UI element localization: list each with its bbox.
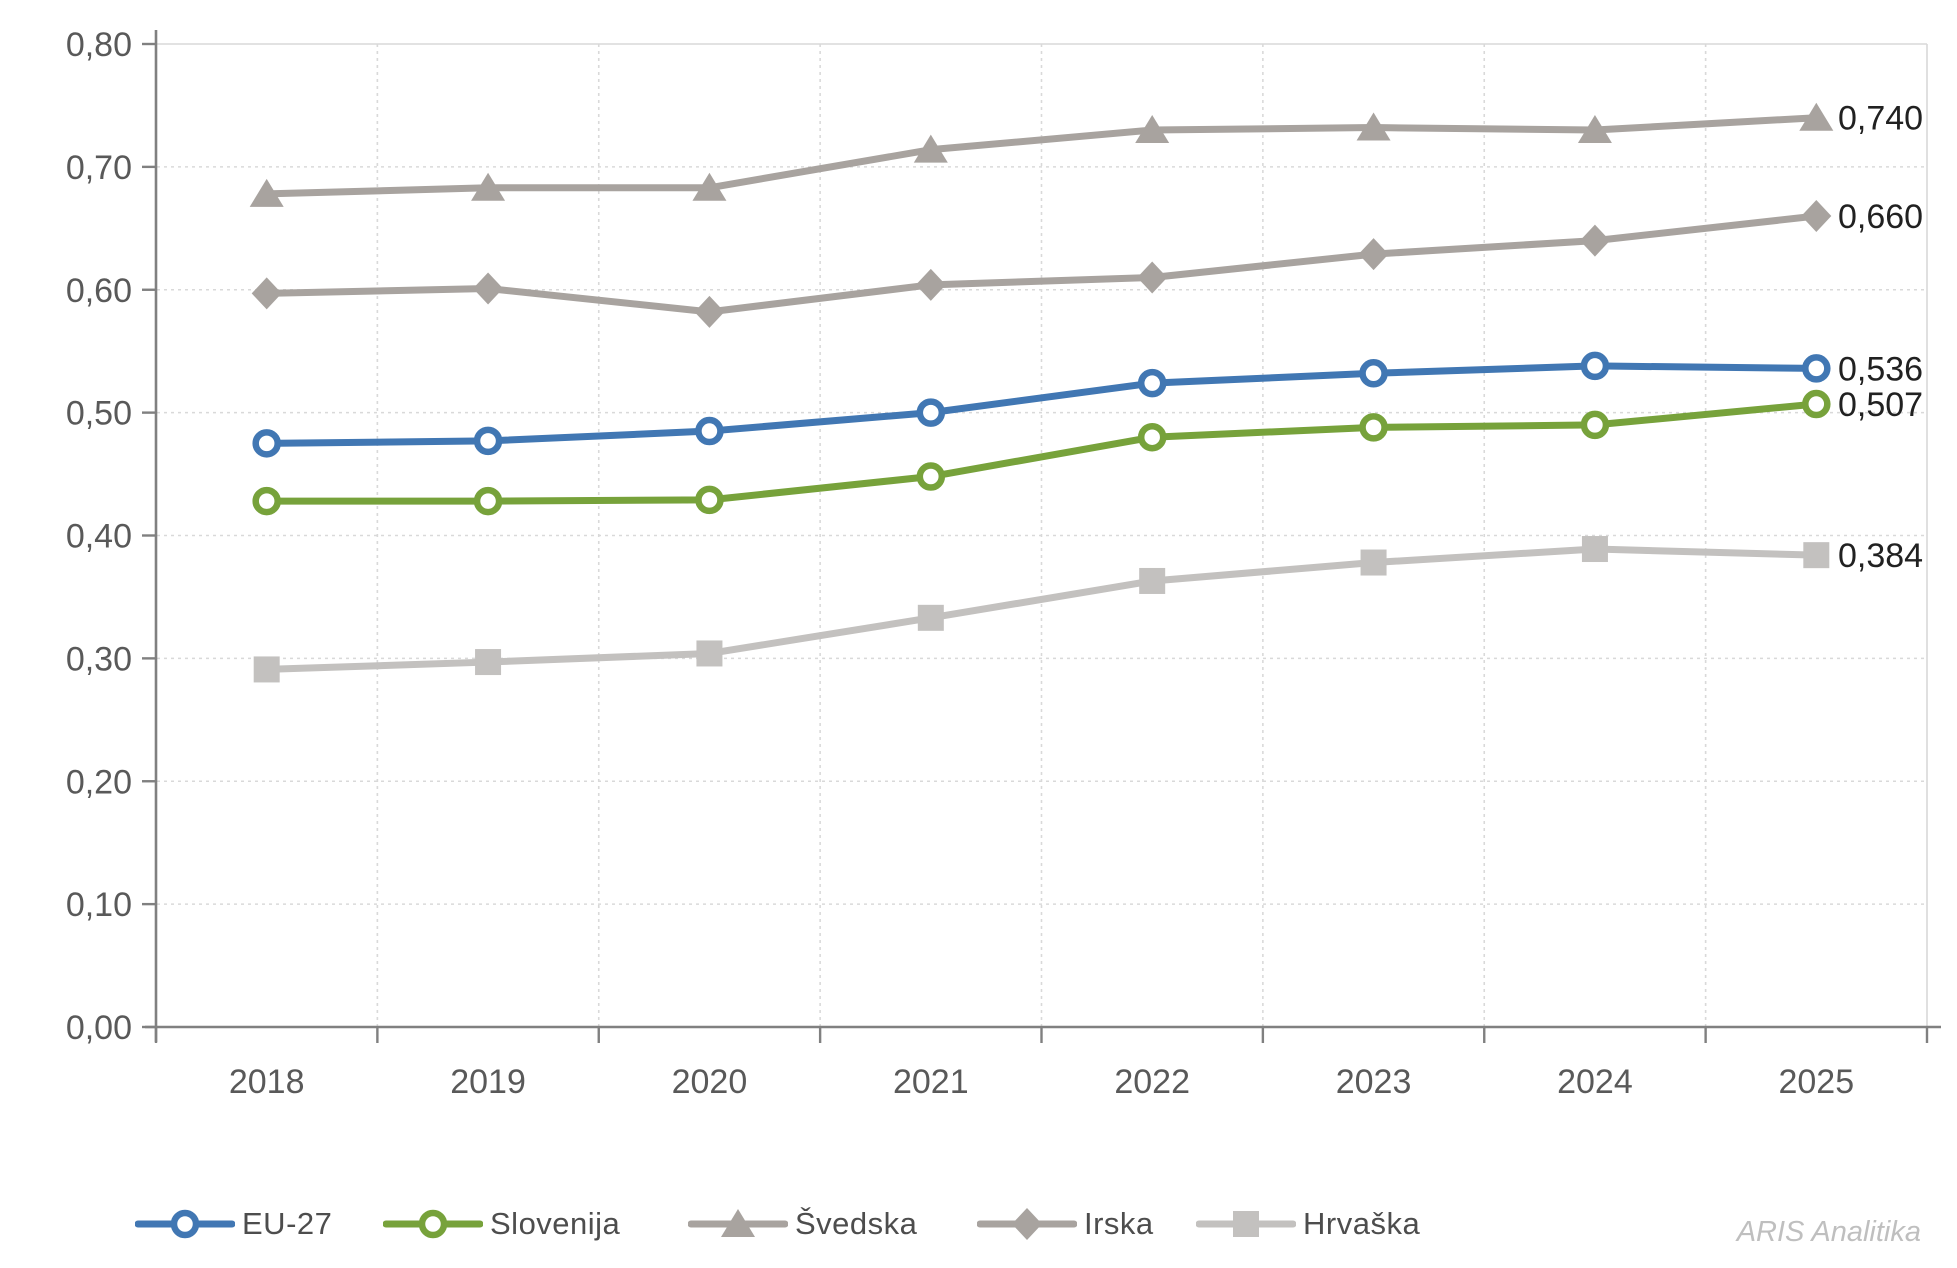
data-point-marker [252,429,281,458]
series-Hrvaška: 0,384 [253,536,1923,683]
data-point-marker [1137,422,1167,452]
data-point-marker [1802,389,1831,419]
data-point-marker [473,486,503,516]
data-point-marker [917,604,944,631]
legend-label: Slovenija [490,1206,621,1241]
data-point-marker [915,268,946,301]
x-tick-label: 2021 [893,1063,969,1101]
data-point-marker [475,649,502,676]
data-point-marker [471,172,506,201]
y-tick-label: 0,10 [66,886,132,924]
x-tick-label: 2025 [1778,1063,1854,1101]
x-tick-label: 2019 [450,1063,526,1101]
legend-label: EU-27 [242,1206,333,1241]
legend-item-EU-27: EU-27 [135,1196,332,1252]
chart-canvas: 0,00 0,10 0,20 0,30 0,40 0,50 0,60 0,70 0,80 2018… [66,26,1941,1101]
x-tick-label: 2022 [1114,1063,1190,1101]
data-point-marker [1358,238,1389,271]
data-point-marker [253,656,280,683]
data-point-marker [1360,549,1387,576]
data-point-marker [1580,351,1610,381]
x-tick-label: 2018 [229,1063,305,1101]
triangle-legend-marker-icon [688,1209,788,1237]
end-value-label: 0,384 [1838,537,1923,575]
data-point-marker [1233,1211,1259,1237]
end-value-label: 0,740 [1838,100,1923,138]
data-point-marker [1802,354,1831,383]
data-point-marker [1803,542,1830,569]
y-tick-label: 0,30 [66,640,132,678]
y-tick-label: 0,40 [66,518,132,556]
square-legend-marker-icon [1196,1211,1296,1237]
data-point-marker [1359,359,1388,388]
data-point-marker [694,295,725,328]
data-point-marker [1012,1208,1042,1240]
legend-item-Švedska: Švedska [688,1196,917,1252]
x-tick-label: 2020 [672,1063,748,1101]
series-Švedska: 0,740 [249,100,1923,207]
data-point-marker [1135,115,1170,144]
data-point-marker [1580,410,1610,440]
legend-label: Irska [1084,1206,1154,1241]
y-tick-label: 0,60 [66,272,132,310]
y-tick-label: 0,50 [66,395,132,433]
y-tick-label: 0,20 [66,763,132,801]
attribution-text: ARIS Analitika [1736,1216,1921,1248]
data-point-marker [1577,115,1612,144]
data-point-marker [916,462,946,491]
legend-item-Irska: Irska [977,1196,1154,1252]
legend-label: Švedska [795,1206,918,1241]
legend-item-Slovenija: Slovenija [383,1196,620,1252]
data-point-marker [1359,413,1388,442]
legend-label: Hrvaška [1303,1206,1421,1241]
series-line [263,114,1820,198]
series-Slovenija: 0,507 [252,386,1923,516]
data-point-marker [695,416,724,446]
data-point-marker [473,426,503,456]
data-point-marker [1579,224,1610,257]
y-tick-label: 0,00 [66,1009,132,1047]
data-point-marker [418,1209,448,1239]
data-point-marker [249,178,284,207]
data-point-marker [696,640,723,667]
data-point-marker [1139,567,1166,594]
data-point-marker [1137,261,1168,294]
data-point-marker [252,486,281,516]
series-line [263,545,1820,673]
x-tick-label: 2024 [1557,1063,1633,1101]
end-value-label: 0,507 [1838,386,1923,424]
data-point-marker [916,398,946,427]
data-point-marker [251,277,282,310]
data-point-marker [1581,536,1608,563]
legend-item-Hrvaška: Hrvaška [1196,1196,1420,1252]
circle-open-legend-marker-icon [383,1209,483,1239]
diamond-legend-marker-icon [977,1208,1077,1240]
data-point-marker [1801,200,1832,233]
data-point-marker [473,272,504,305]
data-point-marker [1799,102,1834,131]
x-tick-label: 2023 [1336,1063,1412,1101]
data-point-marker [692,172,727,201]
series-EU-27: 0,536 [252,350,1923,458]
end-value-label: 0,536 [1838,350,1923,388]
series-Irska: 0,660 [251,198,1923,328]
data-point-marker [721,1209,755,1237]
circle-open-legend-marker-icon [135,1209,235,1239]
data-point-marker [170,1209,200,1239]
series-line [263,400,1820,505]
y-tick-label: 0,80 [66,26,132,64]
data-point-marker [1356,112,1391,141]
end-value-label: 0,660 [1838,198,1923,236]
legend: EU-27 Slovenija Švedska Irska Hrvaška [0,1196,1957,1256]
series-line [263,212,1820,316]
data-point-marker [1137,368,1167,398]
series-line [263,362,1820,447]
data-point-marker [913,134,948,163]
data-point-marker [695,485,724,515]
y-tick-label: 0,70 [66,149,132,187]
